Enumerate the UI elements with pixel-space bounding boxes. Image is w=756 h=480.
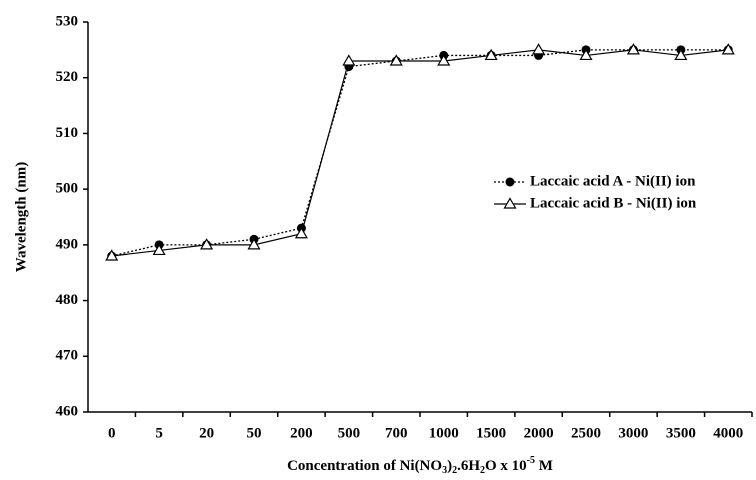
x-tick-label: 1500 bbox=[476, 425, 506, 441]
x-tick-label: 3000 bbox=[618, 425, 648, 441]
data-point bbox=[342, 54, 356, 66]
data-point bbox=[200, 238, 214, 250]
legend-marker bbox=[503, 197, 517, 209]
y-tick-label: 510 bbox=[56, 125, 79, 141]
x-tick-label: 1000 bbox=[429, 425, 459, 441]
y-tick-label: 520 bbox=[56, 69, 79, 85]
data-point bbox=[532, 43, 546, 55]
legend-marker bbox=[505, 177, 515, 187]
data-point bbox=[674, 48, 688, 61]
legend-label: Laccaic acid A - Ni(II) ion bbox=[530, 173, 696, 189]
x-tick-label: 200 bbox=[290, 425, 313, 441]
x-tick-label: 5 bbox=[155, 425, 163, 441]
data-point bbox=[389, 54, 403, 66]
data-point bbox=[294, 227, 308, 239]
y-tick-label: 470 bbox=[56, 348, 79, 364]
y-tick-label: 530 bbox=[56, 13, 79, 29]
y-tick-label: 490 bbox=[56, 236, 79, 252]
y-tick-label: 480 bbox=[56, 292, 79, 308]
series-line bbox=[111, 49, 729, 257]
y-axis-label: Wavelength (nm) bbox=[13, 162, 29, 272]
x-tick-label: 0 bbox=[108, 425, 116, 441]
y-tick-label: 460 bbox=[56, 403, 79, 419]
x-tick-label: 3500 bbox=[666, 425, 696, 441]
data-point bbox=[721, 43, 735, 55]
x-axis-label: Concentration of Ni(NO3)2.6H2O x 10-5 M bbox=[287, 455, 553, 476]
data-point bbox=[437, 54, 451, 66]
series-line bbox=[111, 49, 729, 257]
data-point bbox=[579, 48, 593, 61]
x-tick-label: 2500 bbox=[571, 425, 601, 441]
legend-label: Laccaic acid B - Ni(II) ion bbox=[530, 195, 697, 211]
y-tick-label: 500 bbox=[56, 181, 79, 197]
x-tick-label: 50 bbox=[247, 425, 262, 441]
data-point bbox=[247, 238, 261, 250]
x-tick-label: 2000 bbox=[524, 425, 554, 441]
x-tick-label: 4000 bbox=[713, 425, 743, 441]
data-point bbox=[484, 48, 498, 61]
x-tick-label: 20 bbox=[199, 425, 214, 441]
x-tick-label: 500 bbox=[338, 425, 361, 441]
data-point bbox=[152, 243, 166, 256]
x-tick-label: 700 bbox=[385, 425, 408, 441]
data-point bbox=[626, 43, 640, 55]
data-point bbox=[105, 249, 119, 261]
